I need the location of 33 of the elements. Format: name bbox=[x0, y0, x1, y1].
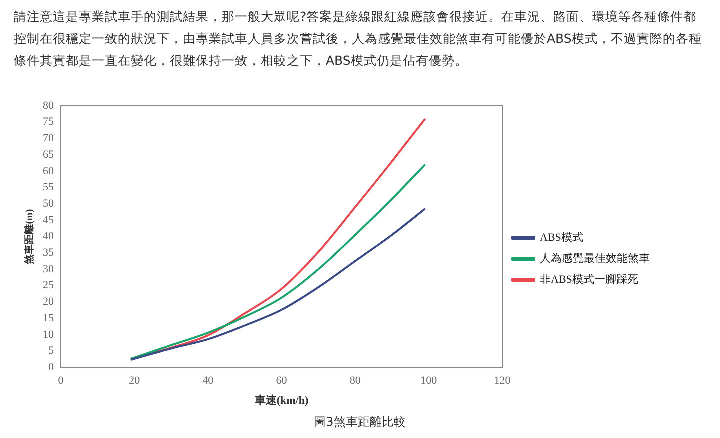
y-tick-label: 5 bbox=[48, 345, 54, 358]
y-tick-label: 20 bbox=[43, 296, 54, 308]
y-tick-label: 30 bbox=[43, 263, 54, 276]
y-axis-title: 煞車距離(m) bbox=[24, 209, 36, 266]
y-tick-label: 15 bbox=[43, 312, 54, 324]
x-tick-label: 80 bbox=[350, 375, 362, 388]
legend-label: 非ABS模式一腳踩死 bbox=[540, 272, 638, 286]
y-tick-label: 0 bbox=[48, 361, 54, 374]
x-tick-label: 60 bbox=[276, 375, 288, 388]
y-tick-label: 65 bbox=[43, 148, 54, 161]
y-tick-label: 75 bbox=[43, 116, 54, 128]
y-tick-label: 45 bbox=[43, 214, 54, 226]
legend-label: 人為感覺最佳效能煞車 bbox=[540, 252, 650, 265]
x-tick-label: 20 bbox=[129, 375, 141, 388]
caption: 圖3煞車距離比較 bbox=[313, 414, 407, 431]
y-tick-label: 60 bbox=[43, 165, 54, 178]
y-tick-label: 10 bbox=[43, 328, 54, 341]
y-tick-label: 80 bbox=[43, 100, 54, 112]
chart-subtitle: 請注意這是專業試車手的測試結果，那一般大眾呢?答案是綠線跟紅線應該會很接近。在車況、路面、環境等各種條件都控制在很穩定一致的狀況下，由專業試車人員多次嘗試後，人為感覺最佳效能煞車有可能優於ABS模式，不過實際的各種條件其實都是一直在變化，很難保持一致，相較之下，ABS模式仍是佔有優勢。 bbox=[14, 8, 703, 70]
y-tick-label: 50 bbox=[43, 198, 54, 210]
y-tick-label: 70 bbox=[43, 132, 54, 145]
x-tick-label: 40 bbox=[202, 375, 214, 388]
line-series bbox=[130, 164, 426, 360]
y-tick-label: 25 bbox=[43, 280, 54, 292]
x-tick-label: 100 bbox=[420, 375, 438, 388]
y-tick-label: 55 bbox=[43, 182, 54, 194]
line-series bbox=[130, 208, 426, 362]
x-tick-label: 0 bbox=[58, 375, 64, 388]
x-tick-label: 120 bbox=[494, 375, 512, 388]
x-axis-title: 車速(km/h) bbox=[254, 394, 309, 408]
y-tick-label: 35 bbox=[43, 247, 54, 260]
y-tick-label: 40 bbox=[43, 230, 54, 243]
legend-label: ABS模式 bbox=[540, 230, 584, 244]
